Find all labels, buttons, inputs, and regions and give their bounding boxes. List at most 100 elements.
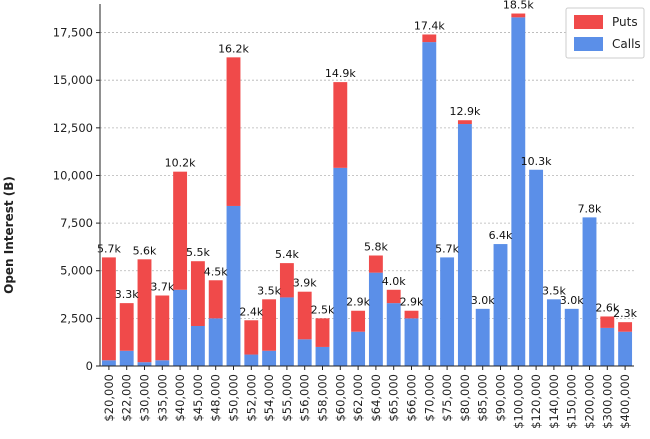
bar-puts [404,310,419,319]
bar-calls [101,360,116,366]
bar-calls [244,354,259,366]
bar-total-label: 2.6k [595,301,619,314]
y-tick-label: 0 [86,359,93,373]
y-tick-label: 5,000 [60,264,93,278]
bar-calls [262,350,277,366]
x-tick-label: $140,000 [547,374,561,429]
bar-puts [226,57,241,206]
bar-total-label: 7.8k [578,202,602,215]
x-tick-label: $55,000 [280,374,294,422]
bar-puts [386,289,401,304]
bar-calls [618,331,633,366]
x-tick-label: $90,000 [494,374,508,422]
x-tick-label: $66,000 [405,374,419,422]
bar-total-label: 3.9k [293,277,317,290]
x-tick-label: $35,000 [155,374,169,422]
x-tick-labels: $20,000 $22,000 $30,000 $35,000 $40,000 $45,0… [102,366,632,429]
bar-calls [386,303,401,366]
bar-total-label: 5.7k [97,242,121,255]
bar-puts [208,280,223,319]
x-tick-label: $100,000 [511,374,525,429]
bar-puts [101,257,116,361]
x-tick-label: $120,000 [529,374,543,429]
x-tick-label: $48,000 [209,374,223,422]
bar-calls [297,339,312,366]
bar-calls [190,325,205,366]
x-tick-label: $52,000 [244,374,258,422]
x-tick-label: $300,000 [600,374,614,429]
x-tick-label: $22,000 [120,374,134,422]
legend-label-calls: Calls [612,37,641,51]
bar-calls [546,299,561,366]
bar-total-label: 5.8k [364,240,388,253]
bar-calls [333,167,348,366]
x-tick-label: $64,000 [369,374,383,422]
bar-puts [422,34,437,43]
bar-total-label: 3.3k [115,288,139,301]
bar-calls [208,318,223,366]
bar-calls [457,124,472,366]
bar-puts [173,171,188,290]
gridlines [100,32,634,319]
bar-total-label: 4.0k [382,275,406,288]
y-tick-label: 10,000 [53,168,93,182]
x-tick-label: $56,000 [298,374,312,422]
bar-total-label: 12.9k [449,105,480,118]
bar-calls [475,308,490,366]
legend-label-puts: Puts [612,15,638,29]
y-tick-label: 15,000 [53,73,93,87]
x-tick-label: $20,000 [102,374,116,422]
x-tick-label: $50,000 [227,374,241,422]
x-tick-label: $54,000 [262,374,276,422]
bar-puts [368,255,383,273]
bar-puts [297,291,312,340]
x-tick-label: $58,000 [316,374,330,422]
bar-calls [173,289,188,366]
x-tick-label: $70,000 [422,374,436,422]
y-tick-label: 7,500 [60,216,93,230]
x-tick-label: $65,000 [387,374,401,422]
x-tick-label: $400,000 [618,374,632,429]
bar-calls [404,318,419,366]
bar-calls [368,272,383,366]
bar-calls [422,42,437,367]
x-tick-label: $80,000 [458,374,472,422]
bar-total-label: 2.9k [346,296,370,309]
bar-total-label: 17.4k [414,19,445,32]
bar-puts [457,120,472,125]
bar-total-label: 5.5k [186,246,210,259]
bar-puts [119,303,134,351]
bar-calls [600,327,615,366]
bar-total-label: 2.5k [311,303,335,316]
bar-calls [155,360,170,366]
bar-calls [511,17,526,366]
bar-puts [600,316,615,328]
legend: Puts Calls [565,7,645,59]
bar-calls [582,217,597,366]
legend-swatch-puts [574,15,603,29]
bar-total-label: 18.5k [503,0,534,12]
bar-total-label: 3.5k [257,284,281,297]
legend-swatch-calls [574,37,603,51]
bar-puts [511,13,526,18]
bar-puts [155,295,170,361]
y-tick-label: 12,500 [53,121,93,135]
bar-total-label: 10.3k [521,155,552,168]
x-tick-label: $30,000 [138,374,152,422]
bar-total-label: 10.2k [165,157,196,170]
bar-calls [529,169,544,366]
bar-calls [137,362,152,366]
y-tick-label: 2,500 [60,311,93,325]
bar-calls [564,308,579,366]
x-tick-label: $200,000 [583,374,597,429]
bars [101,13,633,367]
x-tick-label: $40,000 [173,374,187,422]
y-axis-title: Open Interest (B) [2,176,16,294]
x-tick-label: $85,000 [476,374,490,422]
bar-puts [262,299,277,351]
bar-puts [618,322,633,332]
bar-puts [137,259,152,363]
bar-total-label: 4.5k [204,265,228,278]
bar-calls [315,346,330,366]
